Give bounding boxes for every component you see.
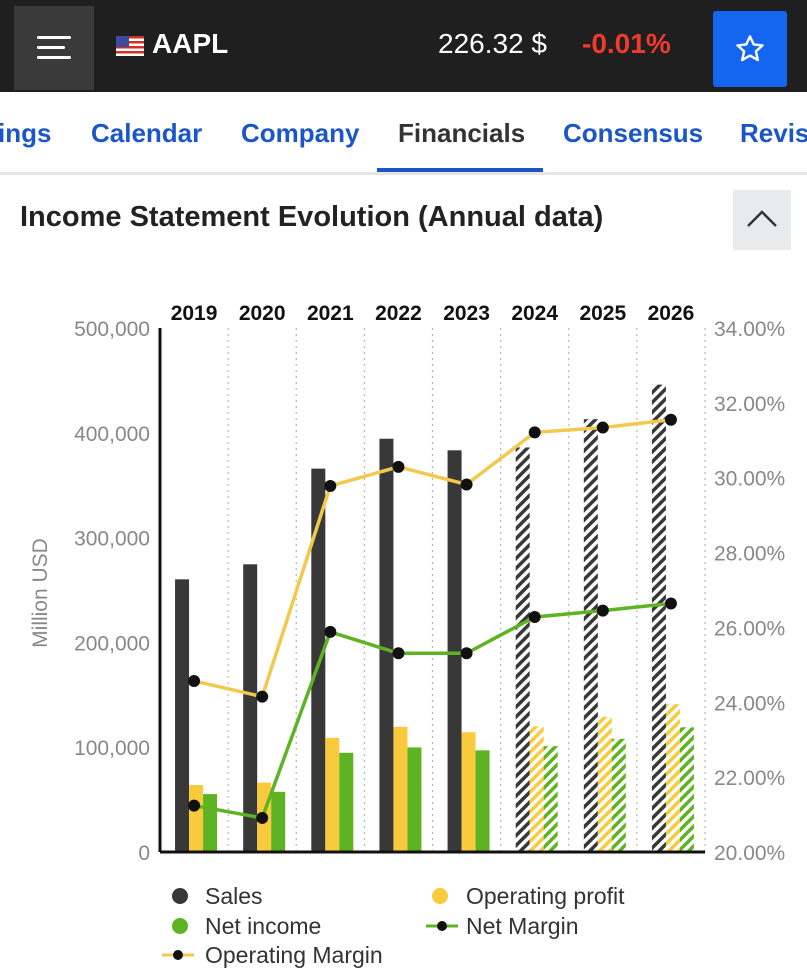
legend-operating-profit[interactable]: Operating profit	[466, 883, 625, 909]
tab-divider	[0, 172, 807, 175]
operating-profit-bar	[665, 704, 680, 852]
sales-bar	[651, 384, 666, 852]
x-tick-label: 2025	[579, 302, 626, 325]
net-income-bar	[543, 746, 558, 852]
y2-tick-label: 20.00%	[714, 842, 785, 865]
sales-bar	[447, 450, 462, 852]
net-margin-point	[324, 625, 337, 638]
hamburger-menu-icon	[37, 56, 71, 59]
menu-button[interactable]	[14, 6, 94, 90]
x-tick-label: 2026	[648, 302, 695, 325]
net-margin-point	[256, 811, 269, 824]
net-income-bar	[475, 750, 490, 852]
operating-margin-point	[528, 426, 541, 439]
operating-margin-point	[324, 479, 337, 492]
ticker-symbol[interactable]: AAPL	[152, 28, 229, 59]
operating-margin-point	[256, 690, 269, 703]
income-statement-chart: 0 100,000 200,000 300,000 400,000 500,000 20.0…	[29, 302, 785, 865]
x-tick-label: 2019	[171, 302, 218, 325]
operating-margin-point	[596, 421, 609, 434]
x-tick-label: 2020	[239, 302, 286, 325]
tab-revisions[interactable]: Revis	[740, 118, 807, 148]
y2-tick-label: 28.00%	[714, 543, 785, 566]
net-income-bar	[203, 794, 218, 852]
operating-margin-point	[188, 674, 201, 687]
operating-profit-bar	[461, 732, 476, 852]
chevron-up-icon	[747, 210, 777, 227]
star-icon	[736, 35, 764, 62]
collapse-button[interactable]	[733, 190, 791, 250]
tab-calendar[interactable]: Calendar	[91, 118, 203, 148]
hamburger-menu-icon	[37, 46, 65, 49]
net-margin-point	[664, 597, 677, 610]
y2-tick-label: 24.00%	[714, 692, 785, 715]
net-margin-point	[188, 799, 201, 812]
stock-price: 226.32 $	[438, 28, 547, 60]
operating-profit-bar	[597, 716, 612, 852]
legend-operating-margin[interactable]: Operating Margin	[205, 942, 383, 968]
x-tick-label: 2021	[307, 302, 354, 325]
y-tick-label: 200,000	[74, 632, 150, 655]
y2-tick-label: 32.00%	[714, 393, 785, 416]
operating-profit-bar	[189, 785, 204, 852]
net-margin-line	[193, 601, 672, 820]
y-tick-label: 300,000	[74, 528, 150, 551]
y2-tick-label: 30.00%	[714, 468, 785, 491]
net-margin-point	[392, 647, 405, 660]
tab-consensus[interactable]: Consensus	[563, 118, 704, 148]
legend-net-margin[interactable]: Net Margin	[466, 913, 579, 939]
operating-margin-point	[460, 478, 473, 491]
net-margin-point	[460, 647, 473, 660]
net-margin-legend-marker	[426, 921, 458, 931]
net-margin-point	[528, 610, 541, 623]
y2-tick-label: 26.00%	[714, 617, 785, 640]
tab-bar: ings Calendar Company Financials Consens…	[0, 92, 807, 172]
sales-legend-marker	[172, 888, 188, 904]
legend-net-income[interactable]: Net income	[205, 913, 322, 939]
hamburger-menu-icon	[37, 36, 71, 39]
section-title: Income Statement Evolution (Annual data)	[20, 201, 604, 233]
top-bar: AAPL 226.32 $ -0.01%	[0, 0, 807, 92]
legend-sales[interactable]: Sales	[205, 883, 263, 909]
sales-bar	[379, 438, 394, 852]
active-tab-indicator	[377, 168, 543, 173]
net-income-bar	[407, 747, 422, 852]
y2-tick-label: 34.00%	[714, 318, 785, 341]
watchlist-button[interactable]	[713, 11, 787, 87]
net-income-bar	[679, 727, 694, 852]
sales-bar	[583, 419, 598, 852]
tab-financials[interactable]: Financials	[398, 118, 526, 148]
operating-profit-bar	[325, 737, 340, 852]
net-margin-point	[596, 604, 609, 617]
y2-tick-label: 22.00%	[714, 767, 785, 790]
operating-margin-legend-marker	[162, 950, 194, 960]
y-tick-label: 500,000	[74, 318, 150, 341]
net-income-bar	[611, 738, 626, 852]
sales-bar	[243, 564, 258, 852]
operating-profit-bar	[393, 726, 408, 852]
x-tick-label: 2024	[511, 302, 558, 325]
price-value: 226.32	[438, 28, 524, 59]
tab-company[interactable]: Company	[241, 118, 360, 148]
operating-profit-legend-marker	[432, 888, 448, 904]
net-income-bar	[271, 791, 286, 852]
y-tick-label: 0	[138, 842, 150, 865]
x-tick-label: 2023	[443, 302, 490, 325]
operating-margin-line	[193, 417, 672, 699]
sales-bar	[175, 579, 190, 852]
operating-profit-bar	[529, 726, 544, 852]
y-axis-title: Million USD	[29, 538, 52, 648]
us-flag-icon	[116, 36, 144, 56]
x-tick-label: 2022	[375, 302, 422, 325]
sales-bar	[515, 447, 530, 852]
net-income-bar	[339, 752, 354, 852]
y-tick-label: 400,000	[74, 423, 150, 446]
y-tick-label: 100,000	[74, 737, 150, 760]
net-income-legend-marker	[172, 918, 188, 934]
operating-margin-point	[664, 413, 677, 426]
operating-margin-point	[392, 460, 405, 473]
price-change: -0.01%	[582, 28, 671, 59]
currency-symbol: $	[531, 28, 547, 59]
tab-earnings[interactable]: ings	[0, 118, 52, 148]
